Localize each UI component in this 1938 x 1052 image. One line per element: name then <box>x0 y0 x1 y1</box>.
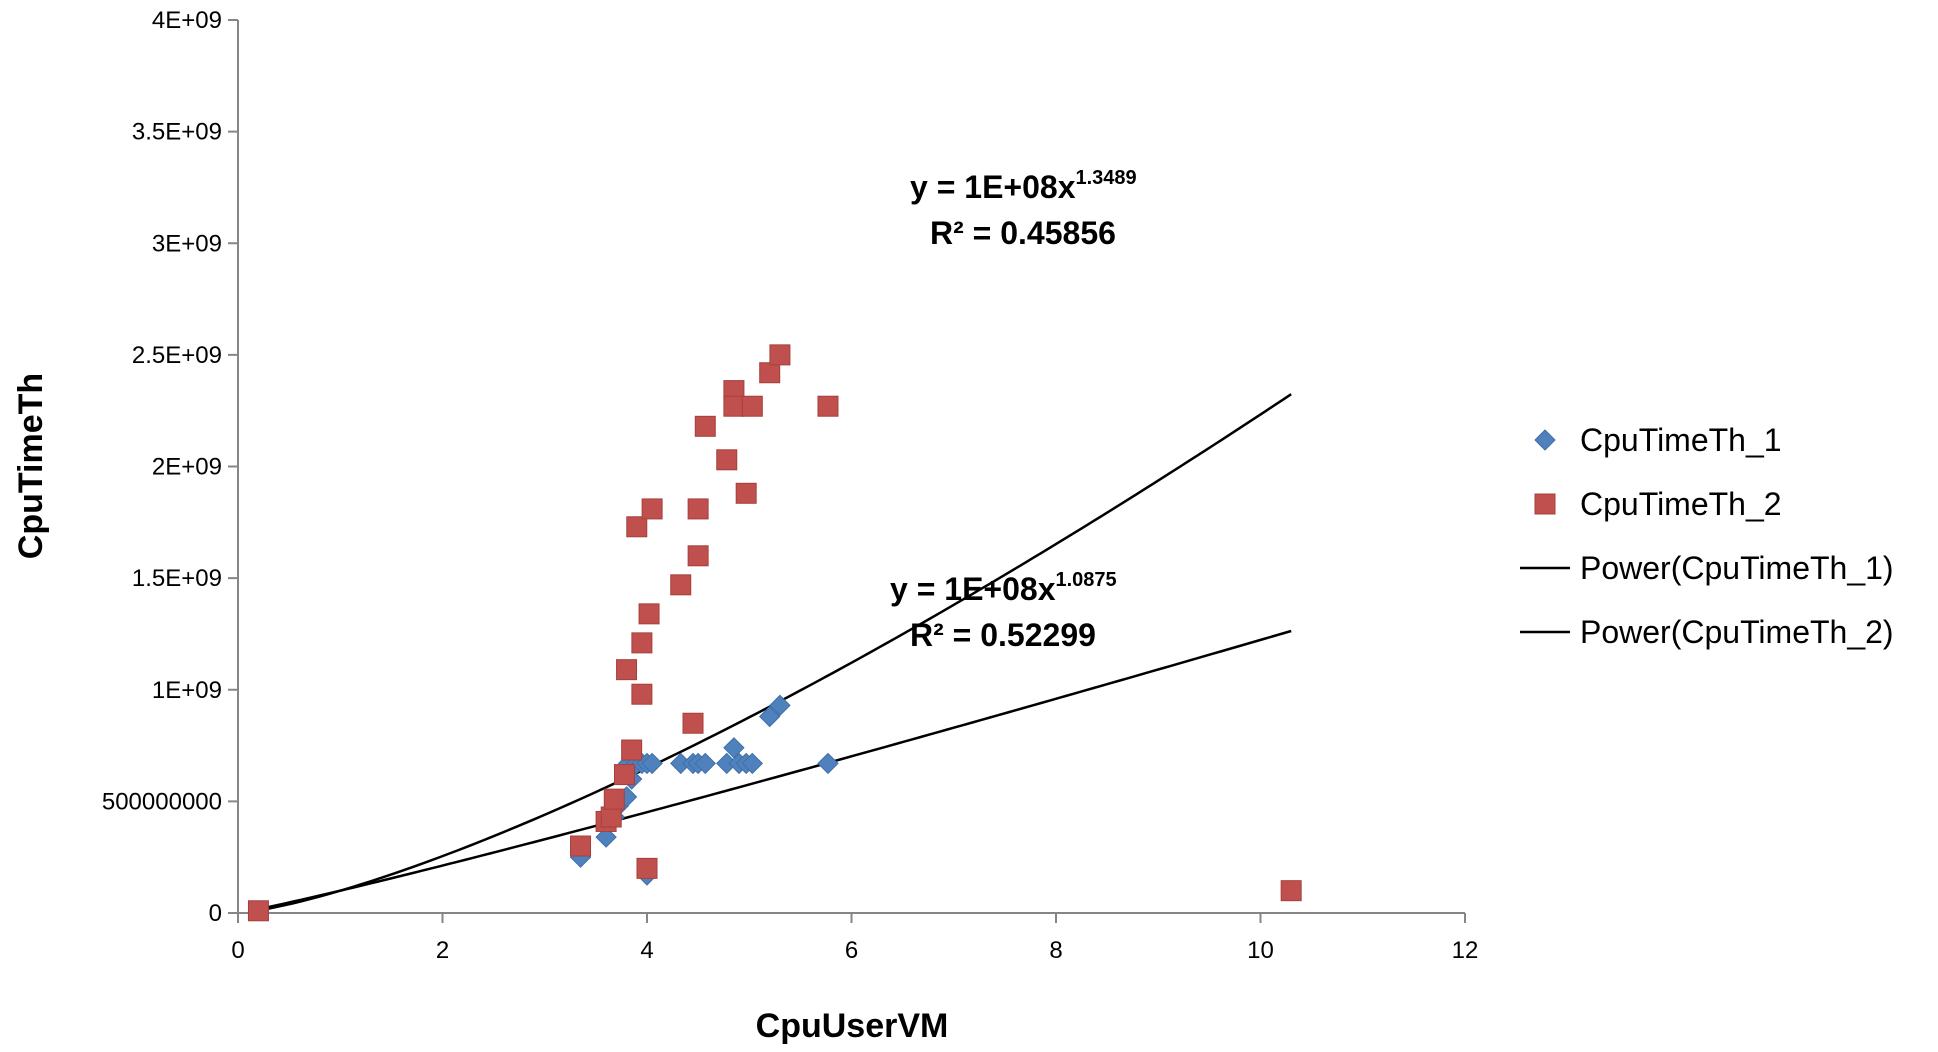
legend-diamond-marker <box>1534 429 1556 451</box>
legend-label: Power(CpuTimeTh_1) <box>1580 550 1894 586</box>
data-point-diamond <box>769 694 791 717</box>
x-tick-label: 12 <box>1452 937 1479 964</box>
data-point-square <box>616 659 638 681</box>
y-tick-label: 2.5E+09 <box>132 342 222 369</box>
series-CpuTimeTh_1 <box>247 694 1302 922</box>
data-point-square <box>247 900 269 922</box>
equation-base: y = 1E+08x <box>890 571 1056 607</box>
data-point-diamond <box>817 752 839 775</box>
trendline-equation: y = 1E+08x1.0875 <box>890 569 1117 607</box>
legend-item: Power(CpuTimeTh_2) <box>1520 614 1894 650</box>
trendline-r-squared: R² = 0.52299 <box>910 617 1096 653</box>
data-point-square <box>759 362 781 384</box>
data-point-square <box>570 835 592 857</box>
equation-exponent: 1.3489 <box>1075 167 1136 189</box>
data-point-square <box>614 764 636 786</box>
y-tick-label: 0 <box>209 900 222 927</box>
data-point-square <box>600 806 622 828</box>
y-tick-label: 500000000 <box>102 788 222 815</box>
data-point-diamond <box>595 826 617 848</box>
data-point-square <box>694 415 716 437</box>
data-point-square <box>638 603 660 625</box>
x-tick-label: 10 <box>1247 937 1274 964</box>
x-tick-label: 8 <box>1049 937 1062 964</box>
x-tick-label: 0 <box>231 937 244 964</box>
data-point-square <box>641 498 663 520</box>
x-tick-label: 4 <box>640 937 653 964</box>
x-axis-title: CpuUserVM <box>756 1007 949 1045</box>
data-point-square <box>723 395 745 417</box>
data-point-square <box>735 482 757 504</box>
data-point-square <box>817 395 839 417</box>
trendline-path <box>258 393 1292 912</box>
data-point-square <box>603 788 625 810</box>
data-point-square <box>631 683 653 705</box>
data-point-square <box>1280 880 1302 902</box>
trendline-equation: y = 1E+08x1.3489 <box>910 167 1137 205</box>
legend-square-marker <box>1534 493 1556 515</box>
trendline-r-squared: R² = 0.45856 <box>930 215 1116 251</box>
data-point-square <box>716 449 738 471</box>
legend-item: Power(CpuTimeTh_1) <box>1520 550 1894 586</box>
legend-label: Power(CpuTimeTh_2) <box>1580 614 1894 650</box>
data-point-diamond <box>694 752 716 775</box>
data-point-square <box>621 739 643 761</box>
data-point-diamond <box>758 705 781 728</box>
trendlines <box>258 393 1292 912</box>
x-tick-label: 6 <box>845 937 858 964</box>
data-points <box>247 344 1302 922</box>
y-tick-label: 4E+09 <box>152 7 222 34</box>
data-point-square <box>769 344 791 366</box>
data-point-square <box>682 712 704 734</box>
trendline-path <box>258 629 1292 911</box>
series-CpuTimeTh_2 <box>247 344 1302 922</box>
axes: 0 500000000 1E+09 1.5E+09 2E+09 2.5E+09 3E+09 3… <box>102 7 1478 964</box>
x-tick-label: 2 <box>436 937 449 964</box>
data-point-square <box>687 498 709 520</box>
legend: CpuTimeTh_1 CpuTimeTh_2 Power(CpuTimeTh_1)… <box>1520 422 1894 650</box>
data-point-diamond <box>723 737 745 759</box>
data-point-square <box>636 857 658 879</box>
legend-label: CpuTimeTh_2 <box>1580 486 1782 522</box>
legend-label: CpuTimeTh_1 <box>1580 422 1782 458</box>
equation-base: y = 1E+08x <box>910 169 1076 205</box>
data-point-square <box>741 395 763 417</box>
y-tick-label: 3.5E+09 <box>132 119 222 146</box>
data-point-diamond <box>641 752 663 775</box>
data-point-square <box>670 574 692 596</box>
equation-exponent: 1.0875 <box>1055 569 1116 591</box>
y-tick-label: 3E+09 <box>152 230 222 257</box>
data-point-square <box>626 516 648 538</box>
y-axis-title: CpuTimeTh <box>12 373 50 559</box>
y-tick-label: 1E+09 <box>152 677 222 704</box>
legend-item: CpuTimeTh_2 <box>1534 486 1782 522</box>
legend-item: CpuTimeTh_1 <box>1534 422 1782 458</box>
data-point-diamond <box>741 752 764 775</box>
data-point-square <box>687 545 709 567</box>
y-tick-label: 2E+09 <box>152 454 222 481</box>
y-tick-label: 1.5E+09 <box>132 565 222 592</box>
data-point-square <box>631 632 653 654</box>
